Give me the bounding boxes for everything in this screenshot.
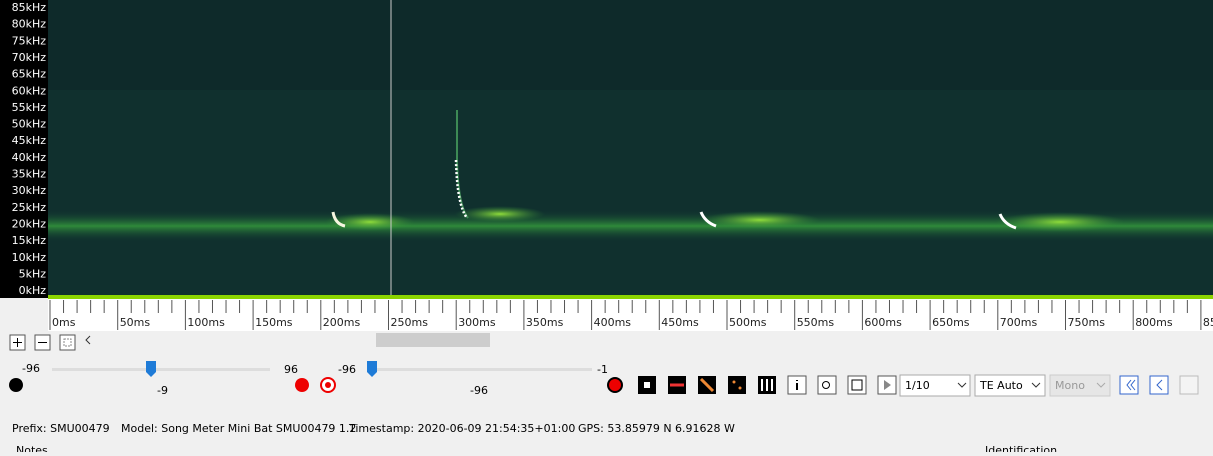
time-label: 500ms bbox=[729, 316, 767, 329]
frequency-label: 50kHz bbox=[12, 118, 47, 131]
prev-button[interactable] bbox=[1150, 376, 1168, 394]
gain-slider-thumb[interactable] bbox=[146, 361, 156, 377]
record-button[interactable] bbox=[295, 378, 309, 392]
fit-button[interactable] bbox=[60, 335, 75, 350]
time-label: 350ms bbox=[526, 316, 564, 329]
frequency-label: 60kHz bbox=[12, 84, 47, 97]
time-label: 800ms bbox=[1135, 316, 1173, 329]
slider-min: -96 bbox=[338, 363, 356, 376]
frequency-label: 75kHz bbox=[12, 34, 47, 47]
frequency-label: 10kHz bbox=[12, 251, 47, 264]
app-window: 85kHz 80kHz 75kHz 70kHz 65kHz 60kHz 55kHz 50kHz… bbox=[0, 0, 1213, 452]
frequency-label: 20kHz bbox=[12, 217, 47, 230]
frequency-label: 15kHz bbox=[12, 234, 47, 247]
tool-button[interactable] bbox=[848, 376, 866, 394]
frequency-label: 45kHz bbox=[12, 134, 47, 147]
frequency-label: 65kHz bbox=[12, 68, 47, 81]
time-label: 550ms bbox=[797, 316, 835, 329]
time-label: 600ms bbox=[864, 316, 902, 329]
stop-button[interactable] bbox=[608, 378, 622, 392]
status-model: Model: Song Meter Mini Bat SMU00479 1.2 bbox=[121, 422, 356, 435]
frequency-label: 70kHz bbox=[12, 51, 47, 64]
time-label: 150ms bbox=[255, 316, 293, 329]
gain-indicator bbox=[9, 378, 23, 392]
baseline bbox=[48, 295, 1213, 299]
zoom-select-value: 1/10 bbox=[905, 379, 930, 392]
scroll-left[interactable] bbox=[86, 336, 90, 344]
frequency-label: 25kHz bbox=[12, 201, 47, 214]
tool-button[interactable] bbox=[728, 376, 746, 394]
frequency-label: 5kHz bbox=[19, 267, 47, 280]
status-prefix: Prefix: SMU00479 bbox=[12, 422, 110, 435]
spectrogram-upper bbox=[48, 0, 1213, 90]
first-button[interactable] bbox=[1120, 376, 1138, 394]
frequency-label: 35kHz bbox=[12, 168, 47, 181]
identification-header: Identification bbox=[985, 444, 1057, 452]
time-label: 200ms bbox=[323, 316, 361, 329]
time-label: 650ms bbox=[932, 316, 970, 329]
threshold-slider-thumb[interactable] bbox=[367, 361, 377, 377]
toolbar bbox=[638, 376, 896, 394]
time-label: 850ms bbox=[1203, 316, 1213, 329]
mode-select-value: TE Auto bbox=[979, 379, 1023, 392]
time-label: 50ms bbox=[120, 316, 151, 329]
time-label: 450ms bbox=[661, 316, 699, 329]
time-label: 300ms bbox=[458, 316, 496, 329]
frequency-label: 40kHz bbox=[12, 151, 47, 164]
time-label: 250ms bbox=[391, 316, 429, 329]
next-button[interactable] bbox=[1180, 376, 1198, 394]
icon bbox=[733, 381, 736, 384]
icon bbox=[644, 382, 650, 388]
scrollbar-thumb[interactable] bbox=[376, 333, 490, 347]
time-label: 700ms bbox=[1000, 316, 1038, 329]
icon bbox=[325, 382, 331, 388]
frequency-label: 55kHz bbox=[12, 101, 47, 114]
page: 85kHz 80kHz 75kHz 70kHz 65kHz 60kHz 55kHz 50kHz… bbox=[0, 0, 1213, 452]
call-glow bbox=[700, 211, 820, 229]
gain-slider-track[interactable] bbox=[52, 368, 270, 371]
frequency-label: 85kHz bbox=[12, 1, 47, 14]
icon bbox=[739, 387, 742, 390]
notes-header: Notes bbox=[16, 444, 48, 452]
time-label: 0ms bbox=[52, 316, 76, 329]
frequency-label: 80kHz bbox=[12, 18, 47, 31]
slider-value: -96 bbox=[470, 384, 488, 397]
slider-max: 96 bbox=[284, 363, 298, 376]
time-label: 100ms bbox=[187, 316, 225, 329]
slider-value: -9 bbox=[157, 384, 168, 397]
slider-min: -96 bbox=[22, 362, 40, 375]
status-gps: GPS: 53.85979 N 6.91628 W bbox=[578, 422, 735, 435]
time-label: 750ms bbox=[1068, 316, 1106, 329]
channel-select-value: Mono bbox=[1055, 379, 1085, 392]
time-label: 400ms bbox=[594, 316, 632, 329]
tool-button[interactable] bbox=[818, 376, 836, 394]
frequency-label: 30kHz bbox=[12, 184, 47, 197]
call-glow bbox=[455, 206, 545, 222]
status-timestamp: Timestamp: 2020-06-09 21:54:35+01:00 bbox=[348, 422, 575, 435]
frequency-label: 0kHz bbox=[19, 284, 47, 297]
slider-max: -1 bbox=[597, 363, 608, 376]
threshold-slider-track[interactable] bbox=[370, 368, 592, 371]
zoom-buttons bbox=[10, 335, 90, 350]
